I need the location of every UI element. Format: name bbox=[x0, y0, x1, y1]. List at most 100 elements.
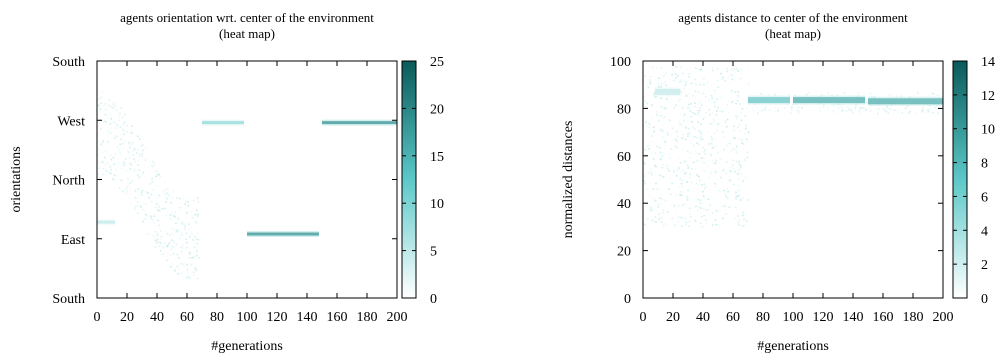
heat-cell bbox=[715, 223, 718, 226]
heat-cell bbox=[840, 110, 843, 112]
heat-cell bbox=[148, 193, 151, 196]
heat-cell bbox=[180, 250, 183, 253]
heat-cell bbox=[151, 200, 153, 203]
heat-cell bbox=[728, 206, 731, 209]
heat-cell bbox=[153, 163, 156, 165]
heat-cell bbox=[658, 77, 660, 80]
heat-cell bbox=[659, 68, 662, 71]
heat-cell bbox=[694, 67, 697, 70]
heat-cell bbox=[927, 95, 929, 98]
y-tick-label: 80 bbox=[617, 102, 631, 117]
heat-cell bbox=[727, 190, 729, 193]
heat-cell bbox=[163, 196, 165, 198]
heat-cell bbox=[136, 199, 138, 202]
x-tick-label: 160 bbox=[327, 310, 348, 325]
heat-cell bbox=[752, 110, 755, 112]
heat-cell bbox=[857, 92, 860, 94]
heat-cell bbox=[684, 172, 686, 175]
heat-cell bbox=[710, 207, 712, 209]
heat-cell bbox=[729, 81, 731, 84]
heat-cell bbox=[129, 182, 132, 185]
heat-cell bbox=[131, 202, 133, 204]
heat-cell bbox=[697, 143, 700, 146]
heat-cell bbox=[187, 275, 190, 278]
heat-cell bbox=[196, 222, 199, 224]
heat-cell bbox=[176, 253, 179, 256]
heat-cell bbox=[731, 78, 733, 81]
heat-cell bbox=[127, 149, 129, 152]
heat-cell bbox=[131, 131, 133, 134]
x-tick-label: 20 bbox=[666, 310, 680, 325]
heat-cell bbox=[648, 80, 651, 83]
heat-cell bbox=[684, 157, 686, 160]
heat-cell bbox=[694, 102, 696, 104]
heat-cell bbox=[761, 109, 763, 112]
heat-cell bbox=[704, 170, 706, 173]
heat-band-halo bbox=[97, 219, 115, 226]
heat-cell bbox=[686, 181, 689, 183]
heat-cell bbox=[726, 182, 729, 185]
heat-cell bbox=[656, 110, 658, 113]
heat-cell bbox=[869, 92, 871, 95]
heat-cell bbox=[697, 178, 700, 181]
heat-cell bbox=[687, 164, 689, 167]
x-tick-label: 60 bbox=[180, 310, 194, 325]
heat-cell bbox=[117, 127, 119, 129]
heat-cell bbox=[688, 73, 691, 75]
heat-cell bbox=[700, 132, 703, 135]
heat-cell bbox=[172, 239, 174, 242]
heat-cell bbox=[653, 197, 655, 200]
heat-cell bbox=[182, 197, 185, 200]
heat-cell bbox=[694, 150, 697, 153]
heat-cell bbox=[112, 133, 115, 136]
heat-cell bbox=[132, 149, 135, 152]
heat-cell bbox=[689, 213, 692, 215]
heat-cell bbox=[97, 120, 100, 122]
heat-cell bbox=[725, 132, 728, 135]
heat-cell bbox=[746, 106, 749, 109]
heat-cell bbox=[192, 217, 195, 219]
heat-cell bbox=[703, 151, 706, 153]
heat-cell bbox=[681, 107, 684, 109]
heat-cell bbox=[168, 213, 171, 216]
heat-cell bbox=[860, 107, 863, 110]
heat-cell bbox=[694, 128, 696, 131]
colorbar-tick-label: 5 bbox=[430, 245, 437, 260]
heat-cell bbox=[102, 121, 105, 124]
heat-cell bbox=[167, 244, 169, 247]
heat-cell bbox=[121, 167, 124, 170]
heat-cell bbox=[118, 162, 120, 164]
heat-cell bbox=[132, 154, 134, 156]
heat-cell bbox=[713, 161, 715, 163]
heat-cell bbox=[742, 208, 745, 210]
heat-cell bbox=[676, 169, 679, 171]
heat-cell bbox=[696, 152, 698, 154]
heat-cell bbox=[107, 131, 110, 134]
heat-cell bbox=[737, 221, 739, 224]
heat-cell bbox=[737, 172, 739, 175]
heat-cell bbox=[189, 253, 192, 256]
heat-cell bbox=[185, 232, 188, 235]
heat-cell bbox=[690, 82, 693, 84]
heat-cell bbox=[740, 111, 743, 114]
heat-cell bbox=[101, 91, 103, 93]
heat-cell bbox=[170, 212, 173, 215]
heat-cell bbox=[643, 180, 646, 182]
heat-cell bbox=[883, 108, 885, 111]
heat-cell bbox=[729, 181, 732, 184]
heat-cell bbox=[107, 141, 109, 143]
heat-cell bbox=[698, 175, 700, 178]
heat-cell bbox=[647, 145, 649, 147]
heat-cell bbox=[663, 222, 665, 224]
heat-cell bbox=[712, 118, 715, 121]
y-tick-label: South bbox=[52, 55, 85, 70]
heat-cell bbox=[660, 82, 663, 85]
heat-cell bbox=[648, 126, 650, 129]
heat-cell bbox=[930, 106, 933, 108]
heat-cell bbox=[98, 162, 101, 164]
heat-cell bbox=[646, 218, 649, 220]
heat-cell bbox=[132, 170, 135, 172]
heat-cell bbox=[662, 83, 665, 86]
heat-cell bbox=[701, 215, 703, 218]
heat-cell bbox=[195, 250, 198, 253]
